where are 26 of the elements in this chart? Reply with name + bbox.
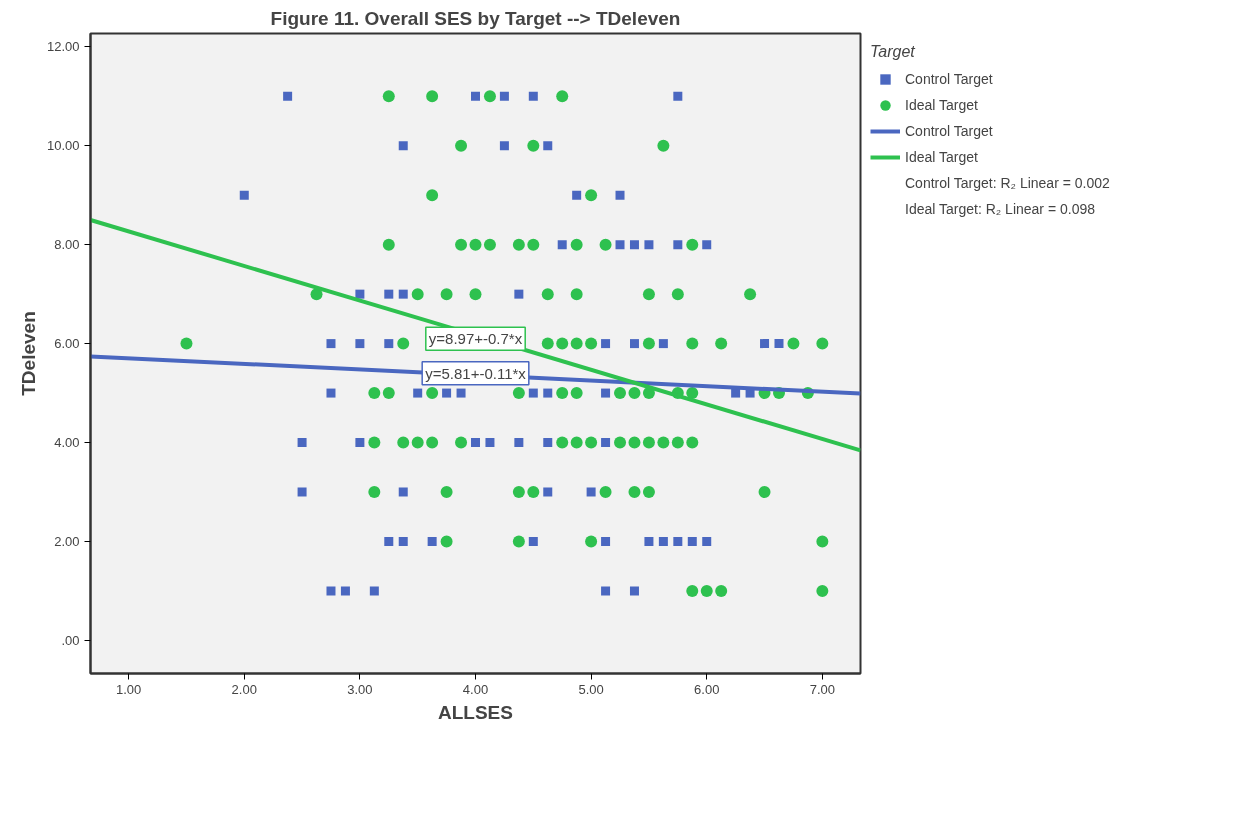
annotation: y=8.97+-0.7*x — [428, 330, 523, 348]
legend-label: Ideal Target — [905, 148, 978, 167]
y-axis-title: TDeleven — [17, 311, 39, 396]
text: Control Target: R₂ Linear = 0.002 — [905, 174, 1110, 193]
x-tick-label: 4.00 — [462, 681, 489, 697]
y-tick-label: 6.00 — [54, 336, 80, 352]
annotation: y=5.81+-0.11*x — [425, 364, 527, 382]
y-tick-label: 10.00 — [46, 138, 80, 154]
legend-label: Control Target — [905, 122, 993, 141]
legend-label: Control Target — [905, 70, 993, 89]
x-tick-label: 2.00 — [231, 681, 257, 697]
chart-title: Figure 11. Overall SES by Target --> TDeleven — [270, 7, 681, 29]
legend-label: Ideal Target — [905, 96, 978, 115]
x-tick-label: 7.00 — [809, 681, 836, 697]
y-tick-label: 2.00 — [54, 533, 80, 549]
text: Ideal Target: R₂ Linear = 0.098 — [905, 200, 1096, 219]
y-tick-label: .00 — [61, 632, 80, 648]
y-tick-label: 4.00 — [54, 435, 80, 451]
y-tick-label: 12.00 — [46, 39, 80, 55]
legend-title: Target — [870, 43, 916, 61]
y-tick-label: 8.00 — [54, 237, 80, 253]
x-tick-label: 5.00 — [578, 681, 604, 697]
x-tick-label: 1.00 — [116, 681, 142, 697]
x-tick-label: 3.00 — [347, 681, 373, 697]
x-axis-title: ALLSES — [438, 701, 513, 723]
x-tick-label: 6.00 — [694, 681, 720, 697]
